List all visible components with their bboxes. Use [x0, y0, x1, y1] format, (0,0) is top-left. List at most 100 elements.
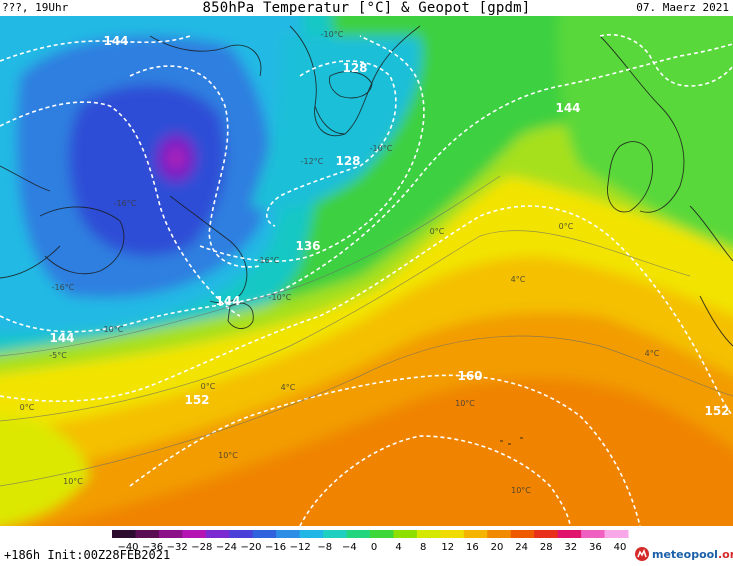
geopotential-contours — [0, 34, 733, 526]
isotherm-label: 10°C — [455, 399, 475, 408]
meteopool-wordmark: meteopool.org — [652, 547, 733, 561]
map-title: 850hPa Temperatur [°C] & Geopot [gpdm] — [202, 0, 531, 16]
color-scale-tick-label: −36 — [142, 542, 163, 553]
band-cyan-greenland — [250, 36, 422, 210]
labrador-coast — [169, 195, 248, 304]
isotherm-label: 10°C — [511, 486, 531, 495]
color-scale-ticks: −40 −36 −32 −28 −24 −20 −16 −12 −8 −4 0 4 8 12 16 20 24 2… — [117, 542, 626, 553]
color-scale-swatch — [534, 530, 559, 538]
isotherm-label: 4°C — [281, 383, 296, 392]
color-scale-swatch — [229, 530, 254, 538]
color-scale-tick-label: 12 — [441, 542, 454, 553]
coastlines — [0, 25, 733, 445]
color-scale-tick-label: 28 — [540, 542, 553, 553]
weather-map: 144 128 128 136 144 144 152 160 152 144 … — [0, 16, 733, 526]
color-scale-swatch — [440, 530, 465, 538]
isotherm-label: 4°C — [511, 275, 526, 284]
newfoundland-coast — [227, 302, 254, 329]
header-bar: ???, 19Uhr 850hPa Temperatur [°C] & Geop… — [0, 0, 733, 16]
contour-152 — [0, 205, 733, 417]
isotherm-label: 0°C — [559, 222, 574, 231]
color-scale-swatch — [604, 530, 629, 538]
color-scale-tick-label: −8 — [317, 542, 332, 553]
isotherm-label: -10°C — [101, 325, 124, 334]
color-scale-swatch — [487, 530, 512, 538]
color-scale-swatch — [276, 530, 301, 538]
contour-label: 144 — [49, 331, 74, 345]
color-scale-swatch — [323, 530, 348, 538]
color-scale-tick-label: 20 — [491, 542, 504, 553]
band-yellow-southwest — [0, 415, 90, 526]
contour-label: 160 — [457, 369, 482, 383]
isotherm-label: -10°C — [370, 144, 393, 153]
valid-date-label: 07. Maerz 2021 — [636, 1, 729, 14]
contour-west-loop — [0, 101, 241, 317]
color-scale-tick-label: 4 — [395, 542, 401, 553]
canada-mainland — [0, 165, 61, 279]
greenland-south-tip — [314, 105, 346, 135]
color-scale-tick-label: 40 — [614, 542, 627, 553]
isotherm-label: -16°C — [52, 283, 75, 292]
color-scale-tick-label: 24 — [515, 542, 528, 553]
color-scale-tick-label: −4 — [342, 542, 357, 553]
isotherm-label: 4°C — [645, 349, 660, 358]
contour-label: 128 — [335, 154, 360, 168]
color-scale-swatch — [299, 530, 324, 538]
color-scale-swatch — [510, 530, 535, 538]
baffin-coast — [149, 35, 262, 77]
isotherm-label: -5°C — [49, 351, 67, 360]
color-scale-swatch — [463, 530, 488, 538]
isotherm-label: 0°C — [20, 403, 35, 412]
color-scale-swatch — [135, 530, 160, 538]
color-scale-tick-label: 8 — [420, 542, 426, 553]
color-scale-swatch — [112, 530, 136, 538]
color-scale-tick-label: −28 — [191, 542, 212, 553]
color-scale-tick-label: −20 — [240, 542, 261, 553]
color-scale-tick-label: −40 — [117, 542, 138, 553]
color-scale-swatch — [557, 530, 582, 538]
meteopool-logo[interactable]: meteopool.org — [634, 546, 733, 562]
isotherm-lines — [0, 175, 733, 487]
isotherm-label: 0°C — [201, 382, 216, 391]
meteopool-logo-icon — [635, 547, 649, 561]
temperature-field — [0, 16, 733, 526]
color-scale-swatch — [252, 530, 277, 538]
color-scale-tick-label: 0 — [371, 542, 377, 553]
isotherm-label: 0°C — [430, 227, 445, 236]
forecast-run-info: +186h Init:00Z28FEB2021 — [4, 548, 171, 562]
color-scale-tick-label: −12 — [290, 542, 311, 553]
band-green-east — [558, 16, 733, 247]
contour-136 — [199, 35, 425, 262]
contour-160 — [129, 374, 641, 526]
contour-label: 144 — [555, 101, 580, 115]
contour-label: 144 — [215, 294, 240, 308]
hudson-bay-coast — [39, 206, 125, 275]
contour-144-west — [0, 35, 191, 62]
color-scale-tick-label: −24 — [216, 542, 237, 553]
footer-bar: −40 −36 −32 −28 −24 −20 −16 −12 −8 −4 0 4 8 12 16 20 24 2… — [0, 526, 733, 566]
band-deep-orange — [46, 377, 733, 526]
color-scale-tick-label: −16 — [265, 542, 286, 553]
color-scale-swatch — [370, 530, 394, 538]
contour-128-loop — [266, 60, 397, 227]
iceland-coast — [329, 71, 373, 99]
contour-label: 128 — [342, 61, 367, 75]
isotherm-label: -10°C — [269, 293, 292, 302]
valid-time-label: ???, 19Uhr — [2, 1, 69, 14]
color-scale-swatch — [346, 530, 371, 538]
contour-label: 144 — [103, 34, 128, 48]
color-scale-tick-label: 36 — [589, 542, 602, 553]
cold-core-inner — [168, 148, 184, 168]
color-scale-tick-label: 32 — [564, 542, 577, 553]
band-dark-blue — [68, 84, 226, 256]
color-scale-tick-label: 16 — [466, 542, 479, 553]
color-scale-swatches — [112, 530, 629, 538]
color-scale-swatch — [205, 530, 230, 538]
color-scale-swatch — [158, 530, 183, 538]
color-scale-swatch — [182, 530, 207, 538]
contour-label-layer: 144 128 128 136 144 144 152 160 152 144 — [49, 34, 729, 418]
contour-south-loop — [299, 435, 571, 526]
europe-coast — [689, 205, 733, 347]
contour-northeast — [599, 34, 733, 87]
isotherm-label-layer: -10°C -16°C -16°C -16°C -10°C -10°C -5°C… — [20, 30, 660, 495]
